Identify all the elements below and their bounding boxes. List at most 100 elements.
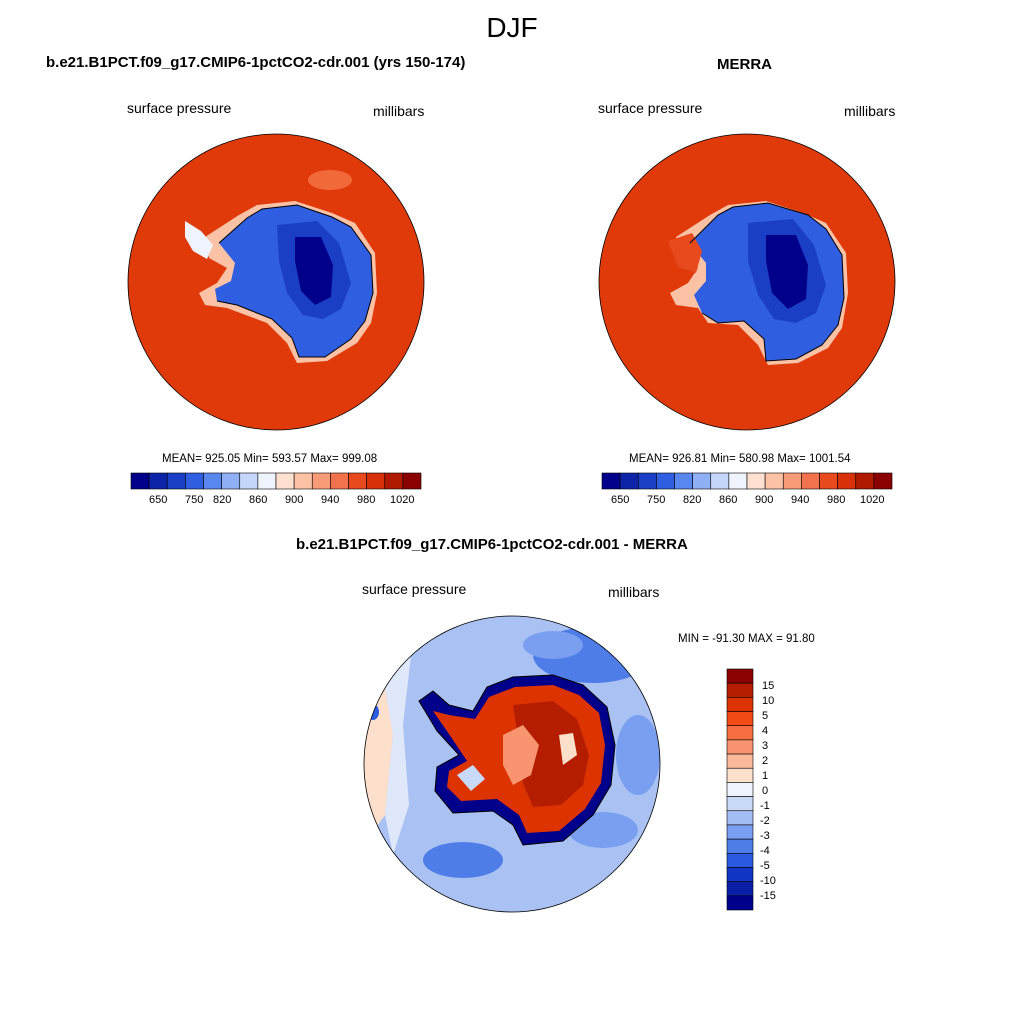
tick-label: 860 (249, 494, 268, 506)
colorbar-box (726, 668, 754, 684)
colorbar-box (402, 472, 422, 490)
tick-label: 820 (683, 494, 702, 506)
diff-units-label: millibars (608, 584, 660, 600)
colorbar-box (619, 472, 639, 490)
colorbar-box (366, 472, 386, 490)
colorbar-box (166, 472, 186, 490)
tick-label: 3 (762, 740, 769, 752)
model-panel-title: b.e21.B1PCT.f09_g17.CMIP6-1pctCO2-cdr.00… (46, 54, 466, 71)
tick-label: 940 (321, 494, 340, 506)
tick-label: 10 (762, 695, 775, 707)
colorbar-box (726, 810, 754, 826)
colorbar-box (819, 472, 838, 490)
colorbar-box (726, 711, 754, 727)
model-variable-label: surface pressure (127, 100, 232, 116)
colorbar-box (275, 472, 295, 490)
tick-label: 980 (827, 494, 846, 506)
tick-label: 1020 (860, 494, 885, 506)
colorbar-box (348, 472, 367, 490)
colorbar-box (710, 472, 730, 490)
colorbar-box (726, 682, 754, 698)
tick-label: -15 (760, 890, 776, 902)
tick-label: -10 (760, 875, 776, 887)
colorbar-box (692, 472, 712, 490)
colorbar-box (148, 472, 168, 490)
colorbar-box (728, 472, 748, 490)
obs-variable-label: surface pressure (598, 100, 703, 116)
colorbar-box (726, 824, 754, 840)
tick-label: 2 (762, 755, 769, 767)
tick-label: 750 (647, 494, 666, 506)
colorbar-box (726, 838, 754, 854)
colorbar-box (656, 472, 675, 490)
colorbar-box (726, 782, 754, 797)
tick-label: 4 (762, 725, 769, 737)
diff-colorbar (726, 668, 754, 911)
colorbar-box (801, 472, 820, 490)
colorbar-box (726, 852, 754, 868)
colorbar-box (637, 472, 657, 490)
tick-label: -3 (760, 830, 770, 842)
tick-label: 900 (755, 494, 774, 506)
diff-variable-label: surface pressure (362, 581, 467, 597)
colorbar-box (837, 472, 857, 490)
colorbar-box (726, 895, 754, 911)
colorbar-box (257, 472, 277, 490)
tick-label: 1 (762, 770, 769, 782)
colorbar-box (746, 472, 766, 490)
tick-label: 650 (611, 494, 630, 506)
colorbar-box (384, 472, 404, 490)
model-units-label: millibars (373, 103, 425, 119)
tick-label: 820 (213, 494, 232, 506)
colorbar-box (185, 472, 204, 490)
model-colorbar (130, 472, 422, 490)
colorbar-box (726, 753, 754, 769)
colorbar-box (674, 472, 693, 490)
tick-label: -2 (760, 815, 770, 827)
tick-label: 650 (149, 494, 168, 506)
colorbar-box (855, 472, 875, 490)
colorbar-box (726, 739, 754, 755)
colorbar-box (764, 472, 784, 490)
tick-label: 900 (285, 494, 304, 506)
colorbar-box (873, 472, 893, 490)
diff-polar-map (363, 615, 661, 913)
tick-label: 980 (357, 494, 376, 506)
tick-label: -1 (760, 800, 770, 812)
tick-label: -5 (760, 860, 770, 872)
diff-colorbar-ticks: 15 10 5 4 3 2 1 0 -1 -2 -3 -4 -5 -10 -15 (760, 680, 800, 905)
colorbar-box (726, 881, 754, 897)
colorbar-box (726, 767, 754, 783)
diff-panel-title: b.e21.B1PCT.f09_g17.CMIP6-1pctCO2-cdr.00… (296, 536, 688, 553)
tick-label: 750 (185, 494, 204, 506)
colorbar-box (130, 472, 150, 490)
model-polar-map (127, 133, 425, 431)
colorbar-box (221, 472, 241, 490)
tick-label: 860 (719, 494, 738, 506)
obs-polar-map (598, 133, 896, 431)
colorbar-box (726, 697, 754, 712)
obs-panel-title: MERRA (717, 56, 772, 73)
colorbar-box (330, 472, 349, 490)
colorbar-box (726, 796, 754, 812)
colorbar-box (601, 472, 621, 490)
obs-colorbar (601, 472, 893, 490)
diff-stats: MIN = -91.30 MAX = 91.80 (678, 633, 815, 645)
tick-label: -4 (760, 845, 770, 857)
tick-label: 5 (762, 710, 769, 722)
tick-label: 1020 (390, 494, 415, 506)
obs-colorbar-ticks: 650 750 820 860 900 940 980 1020 (602, 494, 892, 508)
colorbar-box (239, 472, 259, 490)
colorbar-box (311, 472, 331, 490)
obs-stats: MEAN= 926.81 Min= 580.98 Max= 1001.54 (629, 453, 851, 465)
colorbar-box (782, 472, 802, 490)
tick-label: 0 (762, 785, 769, 797)
tick-label: 15 (762, 680, 775, 692)
season-title: DJF (486, 12, 538, 43)
model-stats: MEAN= 925.05 Min= 593.57 Max= 999.08 (162, 453, 378, 465)
colorbar-box (726, 867, 754, 882)
obs-units-label: millibars (844, 103, 896, 119)
model-colorbar-ticks: 650 750 820 860 900 940 980 1020 (131, 494, 421, 508)
colorbar-box (726, 725, 754, 741)
colorbar-box (293, 472, 313, 490)
